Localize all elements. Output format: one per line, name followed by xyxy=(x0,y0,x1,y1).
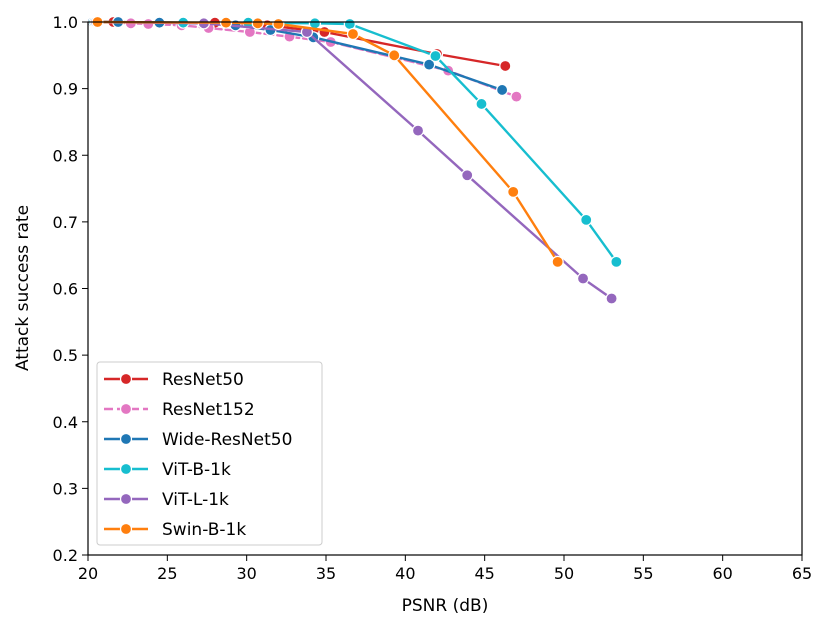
series-swin-b-1k xyxy=(91,16,564,268)
legend-item-resnet152: ResNet152 xyxy=(104,400,255,420)
x-tick-label: 65 xyxy=(792,564,812,583)
x-axis: 20 25 30 35 40 45 50 55 60 65 xyxy=(78,555,812,583)
data-point-vit-l-1k xyxy=(411,124,425,137)
series-line-vit-b-1k xyxy=(93,20,618,264)
x-tick-label: 55 xyxy=(633,564,653,583)
data-point-vit-b-1k xyxy=(475,97,488,111)
legend-item-vit-b-1k: ViT-B-1k xyxy=(104,460,231,480)
x-axis-label: PSNR (dB) xyxy=(402,596,489,616)
x-tick-label: 35 xyxy=(316,564,336,583)
legend-items: ResNet50 ResNet152 Wide-ResNet50 ViT-B-1k Vi… xyxy=(104,370,292,540)
data-point-swin-b-1k xyxy=(551,255,564,268)
x-tick-label: 20 xyxy=(78,564,98,583)
y-tick-label: 0.4 xyxy=(53,413,78,432)
x-tick-label: 30 xyxy=(236,564,256,583)
y-tick-label: 0.6 xyxy=(53,280,78,299)
data-point-resnet152 xyxy=(142,17,155,31)
series-vit-l-1k xyxy=(89,16,618,305)
legend-marker xyxy=(119,492,133,506)
data-point-resnet50 xyxy=(318,25,331,39)
y-tick-label: 0.3 xyxy=(53,479,78,498)
legend-label: Swin-B-1k xyxy=(162,520,246,540)
data-point-vit-l-1k xyxy=(576,272,590,285)
data-point-vit-l-1k xyxy=(461,169,474,182)
legend-item-swin-b-1k: Swin-B-1k xyxy=(104,520,246,540)
legend-label: ResNet152 xyxy=(162,400,255,420)
legend-marker xyxy=(119,402,133,416)
legend-marker xyxy=(119,372,133,386)
legend-label: ViT-L-1k xyxy=(162,490,229,510)
y-tick-label: 0.5 xyxy=(53,346,78,365)
y-tick-label: 0.9 xyxy=(53,80,78,99)
x-tick-label: 40 xyxy=(395,564,415,583)
legend-item-resnet50: ResNet50 xyxy=(104,370,244,390)
legend-marker xyxy=(119,522,133,536)
data-point-vit-b-1k xyxy=(610,255,623,268)
data-point-vit-b-1k xyxy=(429,49,442,63)
series-line-vit-l-1k xyxy=(94,20,613,300)
series-layer xyxy=(88,16,623,305)
data-point-vit-b-1k xyxy=(343,17,356,31)
data-point-wide-resnet50 xyxy=(496,83,509,97)
data-point-swin-b-1k xyxy=(388,49,401,62)
y-axis-label: Attack success rate xyxy=(13,205,33,371)
y-tick-label: 0.2 xyxy=(53,546,78,565)
legend-label: ViT-B-1k xyxy=(162,460,231,480)
y-tick-label: 1.0 xyxy=(53,13,78,32)
legend-item-vit-l-1k: ViT-L-1k xyxy=(104,490,229,510)
data-point-vit-b-1k xyxy=(580,213,593,226)
legend-marker xyxy=(119,462,133,476)
y-tick-label: 0.7 xyxy=(53,213,78,232)
series-line-swin-b-1k xyxy=(96,20,559,264)
data-point-vit-l-1k xyxy=(605,292,618,305)
y-axis: 0.2 0.3 0.4 0.5 0.6 0.7 0.8 0.9 1.0 xyxy=(53,13,88,565)
series-vit-b-1k xyxy=(88,16,623,268)
legend-label: ResNet50 xyxy=(162,370,244,390)
data-point-resnet152 xyxy=(510,90,523,103)
data-point-swin-b-1k xyxy=(272,17,285,31)
x-tick-label: 50 xyxy=(554,564,574,583)
legend-marker xyxy=(119,432,133,446)
x-tick-label: 25 xyxy=(157,564,177,583)
data-point-swin-b-1k xyxy=(251,17,264,30)
legend-item-wide-resnet50: Wide-ResNet50 xyxy=(104,430,292,450)
x-tick-label: 45 xyxy=(474,564,494,583)
data-point-resnet50 xyxy=(499,59,512,73)
y-tick-label: 0.8 xyxy=(53,146,78,165)
legend-box xyxy=(96,361,323,546)
data-point-swin-b-1k xyxy=(507,185,520,198)
legend: ResNet50 ResNet152 Wide-ResNet50 ViT-B-1k Vi… xyxy=(96,361,323,546)
x-tick-label: 60 xyxy=(712,564,732,583)
data-point-wide-resnet50 xyxy=(423,58,436,71)
data-point-swin-b-1k xyxy=(219,16,233,29)
data-point-swin-b-1k xyxy=(346,27,360,41)
legend-label: Wide-ResNet50 xyxy=(162,430,292,450)
